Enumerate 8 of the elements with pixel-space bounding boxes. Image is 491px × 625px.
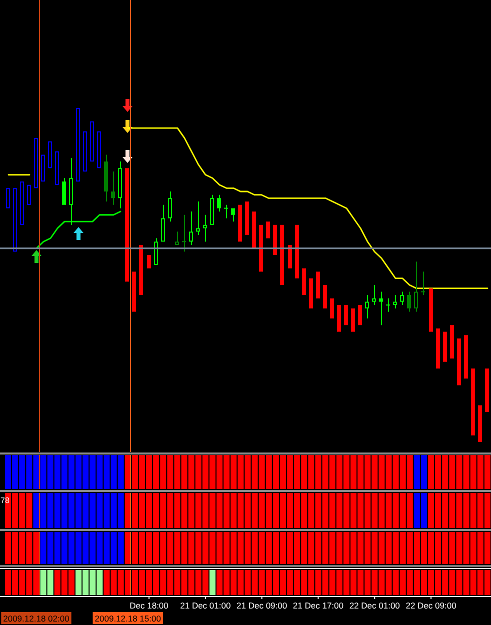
x-tick-label: Dec 18:00 <box>130 600 169 610</box>
x-tick-label: 22 Dec 09:00 <box>406 600 457 610</box>
x-tick-label: 2009.12.18 15:00 <box>94 614 162 624</box>
x-tick-label: 21 Dec 01:00 <box>180 600 231 610</box>
x-tick-label: 2009.12.18 02:00 <box>3 614 70 624</box>
x-tick-label: 21 Dec 09:00 <box>236 600 288 610</box>
x-tick-label: 22 Dec 01:00 <box>349 600 400 610</box>
x-tick-label: 21 Dec 17:00 <box>292 600 344 610</box>
